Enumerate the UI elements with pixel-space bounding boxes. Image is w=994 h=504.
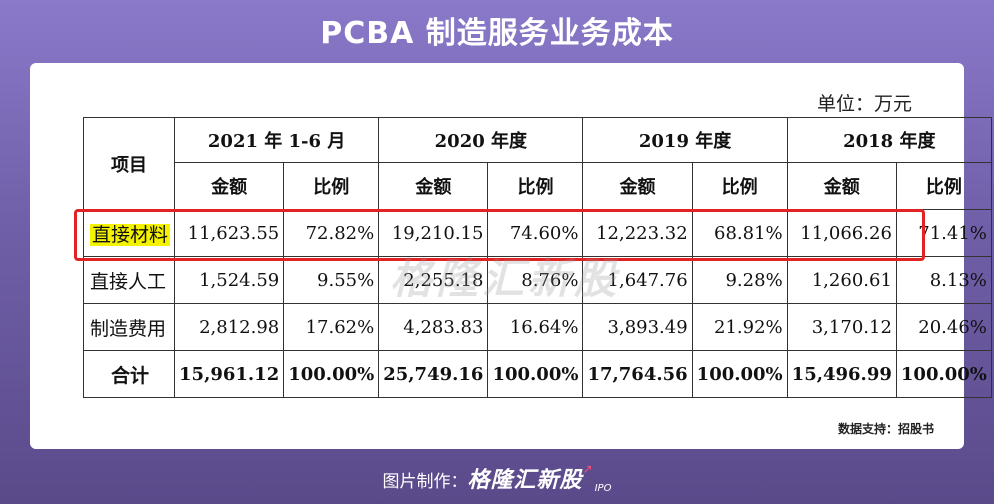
table-cell: 100.00% — [487, 350, 584, 398]
footer-label: 图片制作： — [382, 472, 468, 492]
total-row: 合计 15,961.12 100.00% 25,749.16 100.00% 1… — [82, 350, 992, 398]
footer: 图片制作：格隆汇新股↗IPO — [0, 462, 994, 494]
table-cell: 1,647.76 — [582, 256, 693, 304]
table-cell: 12,223.32 — [582, 209, 693, 257]
cost-table: 项目 2021 年 1-6 月 2020 年度 2019 年度 2018 年度 … — [82, 117, 992, 398]
table-cell: 3,893.49 — [582, 303, 693, 351]
table-cell: 1,260.61 — [786, 256, 897, 304]
table-cell: 8.76% — [487, 256, 584, 304]
table-cell: 17,764.56 — [582, 350, 693, 398]
table-cell: 19,210.15 — [378, 209, 489, 257]
source-note: 数据支持：招股书 — [837, 422, 934, 436]
table-row: 直接人工 1,524.59 9.55% 2,255.18 8.76% 1,647… — [82, 256, 992, 304]
table-cell: 8.13% — [895, 256, 992, 304]
table-cell: 15,961.12 — [174, 350, 285, 398]
footer-brand-sub: IPO — [594, 483, 612, 494]
item-header: 项目 — [82, 117, 176, 210]
table-cell: 11,623.55 — [174, 209, 285, 257]
table-cell: 9.28% — [691, 256, 788, 304]
unit-label: 单位：万元 — [816, 93, 912, 115]
table-cell: 9.55% — [283, 256, 380, 304]
ratio-header: 比例 — [283, 162, 380, 210]
row-label: 直接人工 — [82, 256, 176, 304]
page-title: PCBA 制造服务业务成本 — [320, 16, 674, 51]
highlighted-label: 直接材料 — [90, 223, 171, 246]
row-label: 制造费用 — [82, 303, 176, 351]
period-header: 2019 年度 — [582, 117, 788, 163]
amount-header: 金额 — [786, 162, 897, 210]
ratio-header: 比例 — [895, 162, 992, 210]
table-card: 单位：万元 项目 2021 年 1-6 月 2020 年度 2019 年度 20… — [30, 63, 992, 449]
period-header: 2021 年 1-6 月 — [174, 117, 380, 163]
footer-brand-logo: 格隆汇新股 — [467, 468, 583, 493]
table-cell: 3,170.12 — [786, 303, 897, 351]
ratio-header: 比例 — [487, 162, 584, 210]
table-cell: 20.46% — [895, 303, 992, 351]
watermark: 格隆汇新股 — [390, 254, 621, 303]
table-cell: 16.64% — [487, 303, 584, 351]
row-label: 合计 — [82, 350, 176, 398]
table-cell: 25,749.16 — [378, 350, 489, 398]
table-cell: 71.41% — [895, 209, 992, 257]
table-cell: 100.00% — [691, 350, 788, 398]
row-label: 直接材料 — [82, 209, 176, 257]
table-cell: 21.92% — [691, 303, 788, 351]
table-cell: 11,066.26 — [786, 209, 897, 257]
amount-header: 金额 — [582, 162, 693, 210]
table-cell: 100.00% — [283, 350, 380, 398]
table-cell: 68.81% — [691, 209, 788, 257]
amount-header: 金额 — [378, 162, 489, 210]
table-cell: 4,283.83 — [378, 303, 489, 351]
period-header: 2020 年度 — [378, 117, 584, 163]
table-cell: 100.00% — [895, 350, 992, 398]
table-row: 直接材料 11,623.55 72.82% 19,210.15 74.60% 1… — [82, 209, 992, 257]
amount-header: 金额 — [174, 162, 285, 210]
table-row: 制造费用 2,812.98 17.62% 4,283.83 16.64% 3,8… — [82, 303, 992, 351]
period-header: 2018 年度 — [786, 117, 992, 163]
table-cell: 1,524.59 — [174, 256, 285, 304]
table-cell: 72.82% — [283, 209, 380, 257]
table-cell: 15,496.99 — [786, 350, 897, 398]
table-cell: 17.62% — [283, 303, 380, 351]
trend-arrow-icon: ↗ — [582, 462, 593, 476]
table-cell: 2,812.98 — [174, 303, 285, 351]
ratio-header: 比例 — [691, 162, 788, 210]
